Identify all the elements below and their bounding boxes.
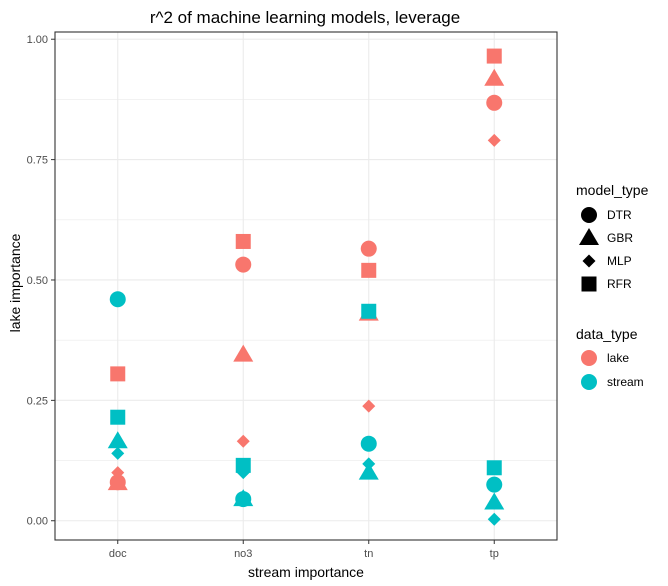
point-stream-no3-gbr <box>233 489 254 507</box>
point-lake-doc-rfr <box>110 366 126 382</box>
point-lake-doc-gbr <box>107 473 128 491</box>
legend-data-type: data_type lake stream <box>576 326 644 390</box>
legend-title-data-type: data_type <box>576 326 638 342</box>
legend-model-type: model_type DTR GBR MLP RFR <box>576 182 649 292</box>
point-stream-tp-dtr <box>486 476 503 493</box>
x-tick-label: tn <box>364 548 373 560</box>
x-tick-label: tp <box>490 548 499 560</box>
x-tick-label: doc <box>109 548 127 560</box>
point-lake-no3-gbr <box>233 344 254 362</box>
point-stream-tp-mlp <box>487 512 501 526</box>
point-lake-tn-dtr <box>360 240 377 257</box>
data-points <box>107 48 505 526</box>
point-lake-tn-mlp <box>362 399 376 413</box>
legend-key-lake <box>581 350 597 366</box>
point-stream-tp-gbr <box>484 492 505 510</box>
legend-key-rfr <box>581 276 597 292</box>
y-tick-label: 0.00 <box>27 516 48 528</box>
point-stream-no3-rfr <box>235 457 251 473</box>
point-lake-no3-dtr <box>235 256 252 273</box>
legend-label-stream: stream <box>607 375 644 389</box>
y-tick-label: 0.50 <box>27 275 48 287</box>
y-tick-label: 1.00 <box>27 34 48 46</box>
legend-key-dtr <box>581 207 597 223</box>
legend-key-gbr <box>579 228 599 245</box>
panel-border <box>54 31 558 541</box>
legend-title-model-type: model_type <box>576 182 649 198</box>
point-stream-doc-mlp <box>111 446 125 460</box>
point-stream-tn-gbr <box>358 462 379 480</box>
point-lake-tn-rfr <box>361 262 377 278</box>
x-axis: doc no3 tn tp <box>109 540 499 560</box>
point-stream-tn-dtr <box>360 435 377 452</box>
point-stream-tp-rfr <box>486 460 502 476</box>
y-tick-label: 0.25 <box>27 395 48 407</box>
x-tick-label: no3 <box>234 548 252 560</box>
legend-label-mlp: MLP <box>607 254 632 268</box>
point-lake-tp-rfr <box>486 48 502 64</box>
point-lake-tp-dtr <box>486 94 503 111</box>
legend-key-stream <box>581 374 597 390</box>
legend-label-gbr: GBR <box>607 231 633 245</box>
point-lake-tp-mlp <box>487 133 501 147</box>
y-axis: 0.00 0.25 0.50 0.75 1.00 <box>27 34 55 528</box>
y-axis-title: lake importance <box>7 233 23 332</box>
point-stream-doc-rfr <box>110 409 126 425</box>
legend-label-lake: lake <box>607 351 629 365</box>
plot-panel <box>54 31 558 541</box>
point-stream-tn-rfr <box>361 303 377 319</box>
point-lake-no3-rfr <box>235 233 251 249</box>
point-lake-no3-mlp <box>236 434 250 448</box>
x-axis-title: stream importance <box>248 564 364 580</box>
point-stream-doc-dtr <box>109 291 126 308</box>
point-stream-tn-mlp <box>362 457 376 471</box>
point-lake-doc-mlp <box>111 466 125 480</box>
y-tick-label: 0.75 <box>27 155 48 167</box>
chart-title: r^2 of machine learning models, leverage <box>150 8 460 27</box>
legend-label-rfr: RFR <box>607 277 632 291</box>
point-stream-doc-gbr <box>107 431 128 449</box>
legend-label-dtr: DTR <box>607 208 632 222</box>
legend-key-mlp <box>582 254 596 268</box>
point-lake-tp-gbr <box>484 68 505 86</box>
